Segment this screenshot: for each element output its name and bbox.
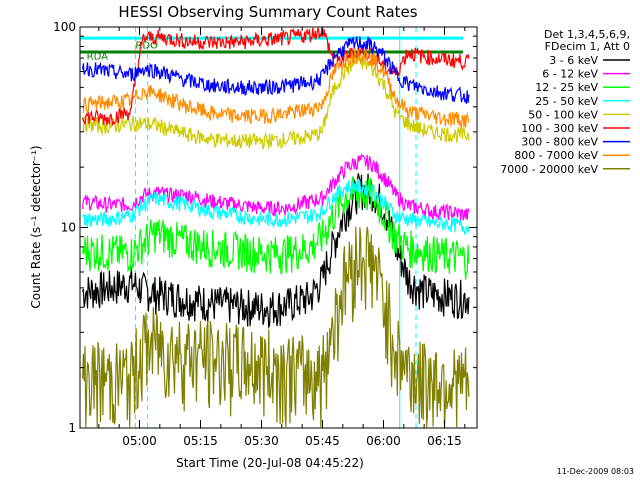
series-50-to-100keV-kev — [82, 52, 470, 151]
series-line — [82, 27, 470, 127]
y-axis-ticks: 1 10 100 — [53, 20, 477, 435]
series-line — [82, 152, 470, 221]
series-line — [82, 179, 470, 236]
legend-label: 25 - 50 keV — [535, 95, 598, 108]
x-tick-label: 05:45 — [305, 434, 340, 448]
series-12-to-25keV-kev — [82, 176, 470, 280]
x-tick-label: 06:00 — [366, 434, 401, 448]
legend-label: 7000 - 20000 keV — [500, 163, 598, 176]
x-tick-label: 06:15 — [427, 434, 462, 448]
legend: Det 1,3,4,5,6,9, FDecim 1, Att 0 3 - 6 k… — [500, 28, 630, 176]
plot-area: RDO RDA — [79, 27, 478, 428]
legend-label: 800 - 7000 keV — [514, 149, 598, 162]
x-axis-label: Start Time (20-Jul-08 04:45:22) — [176, 456, 364, 470]
series-line — [82, 52, 470, 151]
y-tick-label: 10 — [61, 221, 76, 235]
series-800-to-7000keV-kev — [82, 47, 470, 130]
legend-label: 3 - 6 keV — [549, 54, 598, 67]
legend-label: 50 - 100 keV — [528, 108, 598, 121]
date-stamp: 11-Dec-2009 08:03 — [557, 467, 634, 476]
series-line — [82, 173, 470, 330]
legend-label: 6 - 12 keV — [542, 68, 598, 81]
series-line — [82, 36, 470, 104]
series-25-to-50keV-kev — [82, 179, 470, 236]
series-6-to-12keV-kev — [82, 152, 470, 221]
series-line — [82, 226, 470, 428]
series-7000-to-20000keV-kev — [82, 226, 470, 428]
legend-header-line-1: Det 1,3,4,5,6,9, — [544, 28, 630, 41]
y-axis-label: Count Rate (s⁻¹ detector⁻¹) — [29, 145, 43, 308]
annotation-rdo: RDO — [135, 40, 158, 51]
series-3-to-6keV-kev — [82, 173, 470, 330]
x-tick-label: 05:00 — [122, 434, 157, 448]
x-tick-label: 05:30 — [244, 434, 279, 448]
series-300-to-800keV-kev — [82, 36, 470, 104]
series-line — [82, 47, 470, 130]
series-100-to-300keV-kev — [82, 27, 470, 127]
legend-label: 100 - 300 keV — [521, 122, 598, 135]
legend-label: 300 - 800 keV — [521, 136, 598, 149]
y-tick-label: 100 — [53, 20, 76, 34]
legend-header-line-2: FDecim 1, Att 0 — [545, 40, 630, 53]
series-line — [82, 176, 470, 280]
x-axis-ticks: 05:00 05:15 05:30 05:45 06:00 06:15 — [98, 27, 466, 448]
annotation-rda: RDA — [87, 52, 108, 63]
chart-title: HESSI Observing Summary Count Rates — [118, 3, 417, 21]
legend-label: 12 - 25 keV — [535, 81, 598, 94]
y-tick-label: 1 — [68, 421, 76, 435]
x-tick-label: 05:15 — [183, 434, 218, 448]
